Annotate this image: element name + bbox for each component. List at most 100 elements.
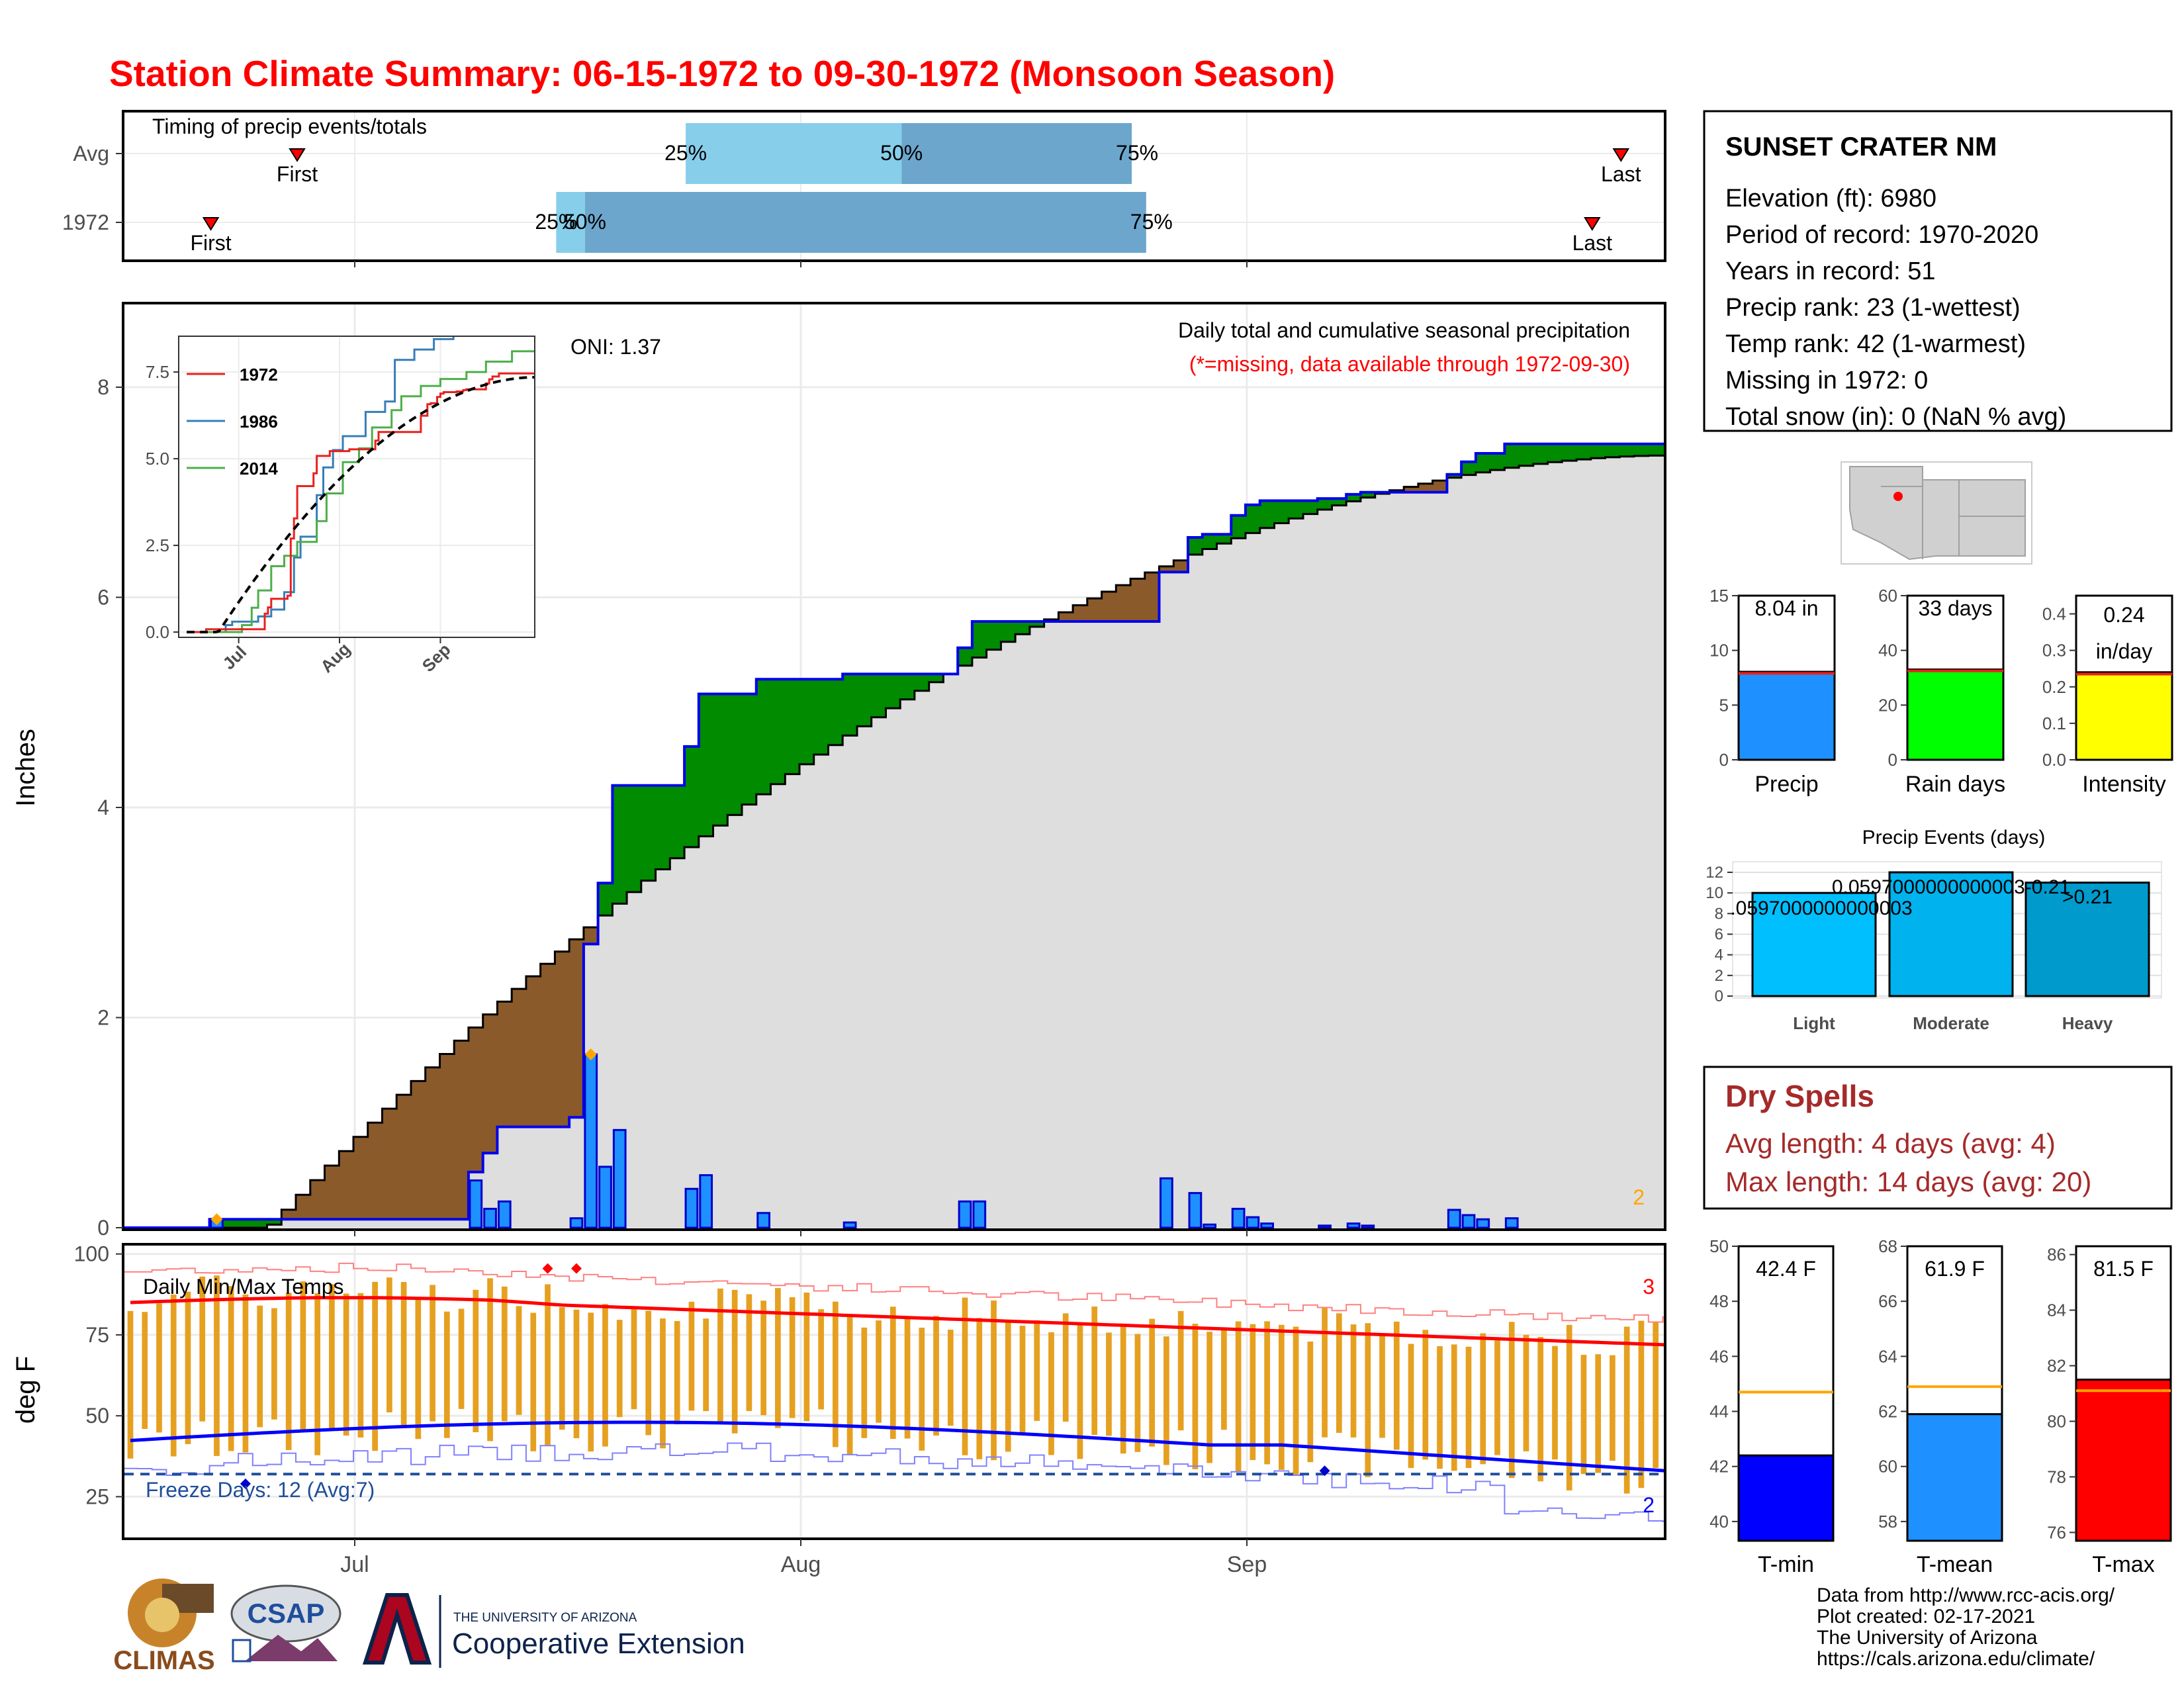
events-chart: 0 2 4 6 8 10 12 Light Moderate Heavy .059700000000… bbox=[1706, 864, 2161, 1033]
surplus-segment bbox=[958, 647, 973, 666]
daily-temp-range-bar bbox=[889, 1306, 896, 1440]
dry-spells-box: Dry Spells Avg length: 4 days (avg: 4) M… bbox=[1703, 1066, 2173, 1210]
daily-temp-range-bar bbox=[1451, 1344, 1457, 1471]
deficit-segment bbox=[1404, 486, 1419, 492]
summary-bar-tick-label: 0.0 bbox=[2042, 750, 2066, 770]
precip-frame bbox=[122, 302, 1666, 1231]
info-line: Elevation (ft): 6980 bbox=[1725, 185, 1936, 212]
deficit-segment bbox=[569, 939, 584, 1118]
precip-events-panel: Precip Events (days) 0 2 4 6 8 10 12 Light Moder… bbox=[1706, 827, 2162, 1033]
deficit-segment bbox=[497, 1001, 512, 1127]
surplus-segment bbox=[972, 621, 987, 658]
station-info-box: SUNSET CRATER NM Elevation (ft): 6980 Pe… bbox=[1703, 110, 2173, 432]
summary-bar-tick-label: 40 bbox=[1878, 641, 1897, 661]
daily-temp-range-bar bbox=[833, 1301, 839, 1447]
csap-bars-icon bbox=[232, 1639, 251, 1663]
daily-precip-bar bbox=[598, 1165, 612, 1229]
daily-temp-range-bar bbox=[947, 1330, 954, 1426]
daily-temp-range-bar bbox=[1465, 1346, 1472, 1469]
precip-panel-subtitle: (*=missing, data available through 1972-… bbox=[1189, 352, 1630, 376]
summary-bar-value: 33 days bbox=[1918, 596, 1992, 620]
surplus-segment bbox=[684, 746, 700, 848]
summary-bar-tick-label: 15 bbox=[1709, 586, 1729, 606]
daily-precip-bar bbox=[1504, 1217, 1519, 1229]
daily-temp-range-bar bbox=[257, 1305, 263, 1428]
daily-temp-range-bar bbox=[314, 1293, 320, 1455]
deficit-segment bbox=[525, 976, 541, 1127]
surplus-segment bbox=[1216, 534, 1232, 544]
surplus-segment bbox=[1547, 443, 1563, 463]
surplus-segment bbox=[1289, 500, 1304, 519]
page-title: Station Climate Summary: 06-15-1972 to 0… bbox=[109, 53, 1335, 94]
summary-bar-tick-label: 60 bbox=[1878, 586, 1897, 606]
station-name: SUNSET CRATER NM bbox=[1725, 132, 1997, 161]
daily-temp-range-bar bbox=[1134, 1334, 1141, 1452]
surplus-segment bbox=[929, 674, 944, 682]
surplus-segment bbox=[1015, 621, 1030, 635]
daily-temp-range-bar bbox=[1552, 1346, 1558, 1460]
surplus-segment bbox=[1590, 443, 1606, 459]
daily-temp-range-bar bbox=[1408, 1344, 1414, 1469]
deficit-segment bbox=[1432, 480, 1447, 492]
daily-temp-range-bar bbox=[545, 1284, 551, 1445]
daily-temp-range-bar bbox=[1623, 1326, 1630, 1494]
temp-top-count: 3 bbox=[1643, 1275, 1655, 1299]
temp-summary-tick-label: 82 bbox=[2047, 1356, 2066, 1376]
daily-precip-bar bbox=[972, 1200, 987, 1229]
deficit-segment bbox=[425, 1067, 440, 1220]
events-ytick-label: 12 bbox=[1706, 864, 1723, 882]
events-ytick-label: 0 bbox=[1715, 987, 1723, 1005]
daily-precip-bar bbox=[497, 1200, 512, 1229]
events-category-label: Moderate bbox=[1913, 1013, 1989, 1033]
summary-bar-tick-label: 0.1 bbox=[2042, 713, 2066, 733]
csap-mountain-icon bbox=[245, 1635, 338, 1661]
daily-temp-range-bar bbox=[400, 1282, 407, 1427]
inset-frame-bg bbox=[179, 336, 535, 637]
daily-temp-range-bar bbox=[271, 1308, 277, 1420]
summary-bar bbox=[2075, 671, 2173, 761]
daily-temp-range-bar bbox=[803, 1293, 810, 1422]
daily-temp-range-bar bbox=[1163, 1336, 1169, 1465]
precip-ytick-label: 0 bbox=[97, 1216, 109, 1240]
daily-temp-range-bar bbox=[1537, 1337, 1544, 1482]
events-ytick-label: 4 bbox=[1715, 946, 1723, 964]
temp-summary-value: 61.9 F bbox=[1925, 1257, 1985, 1281]
surplus-segment bbox=[856, 674, 872, 727]
precip-panel-title: Daily total and cumulative seasonal prec… bbox=[1178, 318, 1630, 342]
temp-panel: 25 50 75 100 Jul Aug Sep Daily Min/Max Temps F… bbox=[11, 261, 1666, 1577]
summary-bar-label: Rain days bbox=[1905, 772, 2005, 797]
events-bar-label: 0.0597000000000003-0.21 bbox=[1832, 876, 2070, 898]
daily-temp-range-bar bbox=[717, 1288, 723, 1422]
surplus-segment bbox=[1188, 537, 1203, 555]
surplus-segment bbox=[1619, 443, 1635, 457]
deficit-segment bbox=[1144, 572, 1160, 622]
climas-text: CLIMAS bbox=[113, 1646, 214, 1675]
events-ytick-label: 6 bbox=[1715, 926, 1723, 944]
summary-bar-tick-label: 0.3 bbox=[2042, 641, 2066, 661]
inset-frame bbox=[178, 336, 535, 638]
daily-temp-range-bar bbox=[919, 1328, 925, 1451]
deficit-segment bbox=[1116, 585, 1131, 622]
deficit-segment bbox=[410, 1081, 426, 1220]
daily-temp-range-bar bbox=[1508, 1322, 1515, 1479]
precip-ytick-label: 2 bbox=[97, 1006, 109, 1030]
events-ytick-label: 10 bbox=[1706, 884, 1723, 902]
deficit-segment bbox=[367, 1122, 383, 1220]
surplus-segment bbox=[1317, 498, 1332, 510]
temp-summary-tick-label: 62 bbox=[1878, 1402, 1897, 1422]
avg-max-line bbox=[130, 1296, 1665, 1347]
daily-temp-range-bar bbox=[1494, 1338, 1500, 1455]
surplus-segment bbox=[1634, 443, 1649, 456]
timing-pct-label: 50% bbox=[880, 141, 923, 165]
daily-temp-range-bar bbox=[228, 1286, 234, 1451]
daily-temp-range-bar bbox=[991, 1301, 997, 1461]
surplus-segment bbox=[1490, 453, 1505, 471]
daily-temp-range-bar bbox=[387, 1277, 392, 1413]
deficit-segment bbox=[339, 1151, 354, 1220]
temp-summary-tick-label: 48 bbox=[1709, 1291, 1729, 1311]
precip-ytick-label: 4 bbox=[97, 796, 109, 819]
freeze-days-label: Freeze Days: 12 (Avg:7) bbox=[146, 1478, 375, 1502]
daily-temp-range-bar bbox=[861, 1327, 868, 1438]
csap-logo: CSAP bbox=[230, 1584, 341, 1663]
daily-temp-range-bar bbox=[1523, 1334, 1529, 1451]
